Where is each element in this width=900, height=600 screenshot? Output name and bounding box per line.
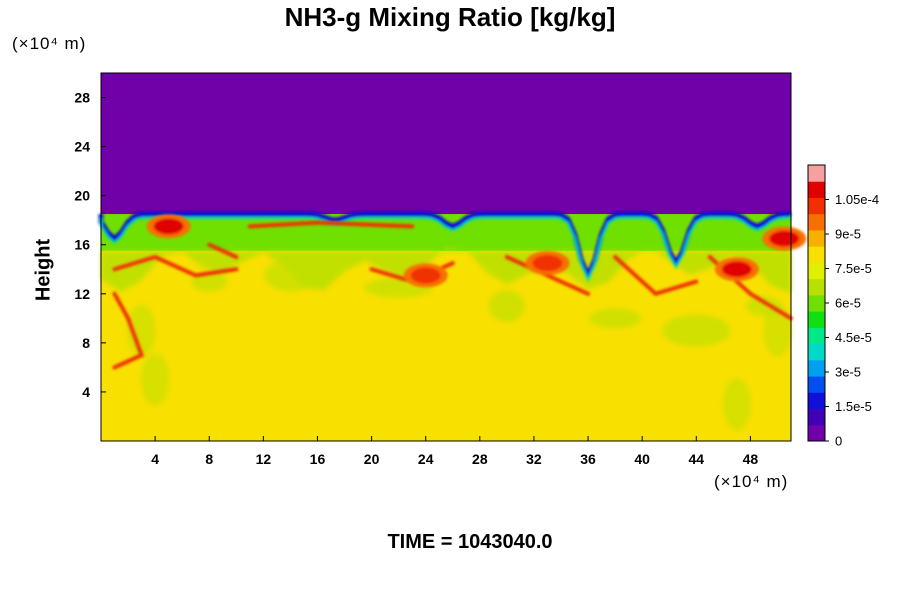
colorbar-segment	[808, 165, 825, 182]
x-tick-label: 20	[364, 451, 380, 467]
x-tick-label: 4	[151, 451, 159, 467]
colorbar-segment	[808, 408, 825, 426]
maximum-core	[153, 218, 184, 235]
colorbar-segment	[808, 376, 825, 393]
plume	[589, 308, 642, 329]
filament	[112, 254, 239, 278]
filament	[207, 242, 239, 259]
maximum-core	[532, 255, 563, 272]
x-axis-unit: (×10⁴ m)	[714, 472, 789, 491]
y-axis-unit: (×10⁴ m)	[12, 34, 87, 53]
chart-title: NH3-g Mixing Ratio [kg/kg]	[284, 2, 616, 32]
colorbar-tick-label: 1.5e-5	[835, 399, 872, 414]
boundary-line	[98, 211, 792, 282]
colorbar-segment	[808, 197, 825, 215]
plume	[662, 314, 731, 347]
filament	[112, 291, 145, 370]
upper-layer	[101, 73, 791, 215]
colorbar-segment	[808, 229, 825, 247]
plot-frame	[100, 72, 792, 442]
colorbar-tick-label: 4.5e-5	[835, 330, 872, 345]
colorbar-tick-label: 6e-5	[835, 296, 861, 311]
colorbar-tick-label: 0	[835, 434, 842, 449]
x-tick-label: 12	[256, 451, 272, 467]
plume	[763, 304, 792, 357]
colorbar-tick-label: 3e-5	[835, 365, 861, 380]
colorbar: 0 1.5e-5 3e-5 4.5e-5 6e-5 7.5e-5 9e-5 1.05e-4	[807, 164, 879, 449]
x-tick-label: 40	[634, 451, 650, 467]
x-tick-label: 48	[743, 451, 759, 467]
colorbar-segment	[808, 327, 825, 345]
y-tick-label: 28	[74, 90, 90, 106]
y-tick-label: 4	[82, 384, 90, 400]
colorbar-segment	[808, 181, 825, 198]
heatmap-field	[98, 73, 807, 441]
colorbar-tick-label: 1.05e-4	[835, 192, 879, 207]
boundary-group	[98, 211, 792, 282]
x-tick-label: 8	[205, 451, 213, 467]
filament	[613, 255, 699, 297]
plume	[722, 378, 751, 431]
x-tick-label: 16	[310, 451, 326, 467]
filament	[504, 255, 591, 296]
maximum-core	[721, 261, 752, 278]
y-tick-label: 8	[82, 335, 90, 351]
x-tick-label: 36	[580, 451, 596, 467]
y-tick-label: 20	[74, 188, 90, 204]
filaments	[112, 214, 807, 370]
colorbar-segment	[808, 294, 825, 312]
time-label: TIME = 1043040.0	[387, 531, 553, 553]
y-tick-label: 24	[74, 139, 90, 155]
x-axis-ticks: 4 8 12 16 20 24 28 32 36 40 44 48	[151, 436, 758, 467]
colorbar-segment	[808, 343, 825, 361]
plume	[264, 259, 317, 292]
plume	[141, 353, 170, 406]
colorbar-segment	[808, 392, 825, 410]
boundary-line-inner	[100, 217, 792, 282]
plume	[488, 290, 525, 323]
x-tick-label: 44	[689, 451, 705, 467]
y-tick-label: 12	[74, 286, 90, 302]
colorbar-segment	[808, 262, 825, 280]
x-tick-label: 28	[472, 451, 488, 467]
colorbar-segment	[808, 246, 825, 263]
colorbar-segment	[808, 278, 825, 296]
y-axis-ticks: 4 8 12 16 20 24 28	[74, 90, 106, 400]
colorbar-tick-label: 7.5e-5	[835, 261, 872, 276]
colorbar-segment	[808, 359, 825, 377]
maximum-core	[410, 267, 441, 284]
filament	[247, 220, 415, 229]
colorbar-tick-label: 9e-5	[835, 227, 861, 242]
colorbar-segment	[808, 213, 825, 231]
colorbar-segment	[808, 424, 825, 442]
x-tick-label: 24	[418, 451, 434, 467]
maximum-core	[769, 230, 800, 247]
plume	[127, 304, 156, 357]
y-tick-label: 16	[74, 237, 90, 253]
colorbar-segment	[808, 311, 825, 328]
x-tick-label: 32	[526, 451, 542, 467]
